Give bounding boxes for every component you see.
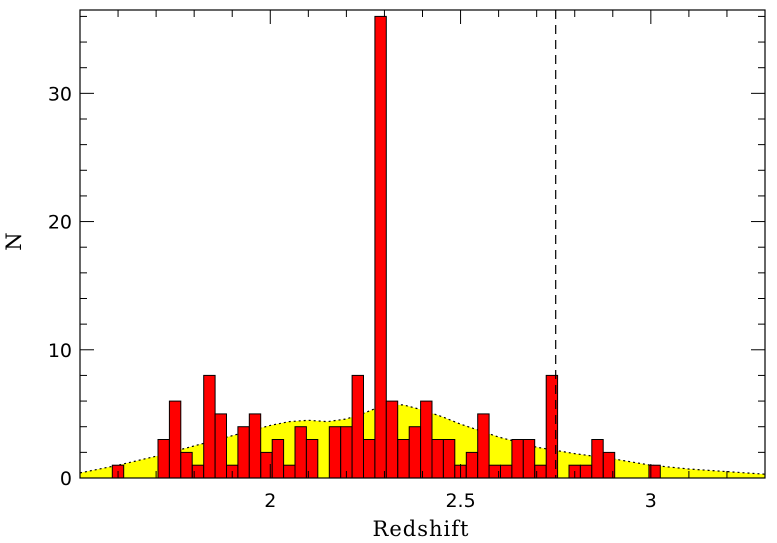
y-tick-label: 20 (48, 212, 72, 234)
histogram-bar (214, 413, 228, 479)
histogram-bar (477, 413, 490, 479)
x-tick-label: 2.5 (445, 490, 475, 512)
histogram-bar (271, 439, 285, 479)
y-tick-label: 0 (60, 468, 72, 490)
histogram-bar (351, 374, 365, 479)
histogram-bar (511, 439, 524, 479)
y-axis-label: N (2, 231, 26, 250)
histogram-bar (340, 426, 353, 479)
histogram-bar (237, 426, 250, 479)
histogram-bar (374, 15, 387, 479)
histogram-bar (283, 464, 296, 479)
histogram-bar (397, 439, 410, 479)
x-tick-label: 3 (645, 490, 657, 512)
y-tick-label: 10 (48, 340, 72, 362)
histogram-bar (500, 464, 513, 479)
histogram-bar (420, 400, 433, 479)
histogram-bar (363, 439, 376, 479)
histogram-bar (168, 400, 182, 479)
histogram-bar (157, 439, 170, 479)
axes-frame (79, 9, 766, 479)
histogram-bar (431, 439, 444, 479)
histogram-bars (111, 15, 661, 479)
x-tick-labels: 2 2.5 3 (264, 490, 657, 512)
y-tick-labels: 0 10 20 30 (48, 83, 72, 490)
x-axis-label: Redshift (373, 517, 470, 541)
histogram-bar (522, 439, 536, 479)
histogram-bar (591, 439, 604, 479)
y-tick-label: 30 (48, 83, 72, 105)
histogram-bar (248, 413, 262, 479)
histogram-bar (442, 439, 456, 479)
histogram-bar (385, 400, 399, 479)
histogram-bar (579, 464, 593, 479)
histogram-bar (203, 374, 216, 479)
histogram-bar (465, 451, 479, 479)
x-tick-label: 2 (264, 490, 276, 512)
histogram-bar (408, 426, 422, 479)
histogram-bar (328, 426, 342, 479)
histogram-bar (180, 451, 193, 479)
histogram-bar (294, 426, 307, 479)
